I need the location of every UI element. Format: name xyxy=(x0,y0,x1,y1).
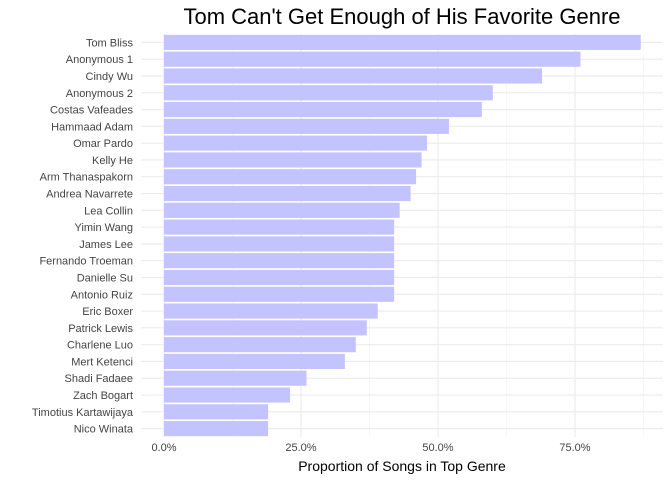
category-label: Costas Vafeades xyxy=(50,105,133,117)
category-label: Shadi Fadaee xyxy=(65,373,134,385)
category-label: James Lee xyxy=(79,239,133,251)
bar xyxy=(164,51,581,67)
bar xyxy=(164,303,378,319)
bar xyxy=(164,169,417,185)
category-label: Antonio Ruiz xyxy=(71,289,133,301)
bar xyxy=(164,34,641,50)
bar xyxy=(164,320,367,336)
category-labels: Tom Bliss Anonymous 1 Cindy Wu Anonymous 2 C… xyxy=(32,37,134,435)
bar xyxy=(164,152,422,168)
category-label: Zach Bogart xyxy=(73,390,133,402)
category-label: Eric Boxer xyxy=(82,306,133,318)
bar xyxy=(164,118,449,134)
bar xyxy=(164,404,269,420)
x-axis-title: Proportion of Songs in Top Genre xyxy=(298,458,506,474)
bars xyxy=(164,34,641,437)
bar xyxy=(164,202,400,218)
x-tick-label: 75.0% xyxy=(559,442,590,454)
category-label: Tom Bliss xyxy=(86,37,134,49)
category-label: Hammaad Adam xyxy=(51,121,133,133)
bar xyxy=(164,370,307,386)
category-label: Andrea Navarrete xyxy=(46,189,133,201)
category-label: Arm Thanaspakorn xyxy=(40,172,133,184)
category-label: Kelly He xyxy=(92,155,133,167)
category-label: Timotius Kartawijaya xyxy=(32,407,134,419)
x-tick-label: 0.0% xyxy=(151,442,176,454)
x-tick-label: 25.0% xyxy=(285,442,316,454)
bar xyxy=(164,102,482,118)
category-label: Mert Ketenci xyxy=(71,356,133,368)
bar xyxy=(164,253,395,269)
category-label: Charlene Luo xyxy=(67,340,133,352)
category-label: Anonymous 1 xyxy=(66,54,133,66)
category-label: Yimin Wang xyxy=(75,222,133,234)
bar xyxy=(164,286,395,302)
bar xyxy=(164,353,345,369)
category-label: Patrick Lewis xyxy=(68,323,133,335)
x-tick-label: 50.0% xyxy=(422,442,453,454)
bar xyxy=(164,269,395,286)
bar xyxy=(164,236,395,252)
category-label: Omar Pardo xyxy=(73,138,133,150)
bar xyxy=(164,68,543,84)
bar xyxy=(164,421,269,437)
category-label: Fernando Troeman xyxy=(39,256,133,268)
category-label: Nico Winata xyxy=(74,424,134,436)
category-label: Danielle Su xyxy=(77,272,133,284)
bar xyxy=(164,85,493,101)
x-tick-labels: 0.0% 25.0% 50.0% 75.0% xyxy=(151,442,590,454)
category-label: Lea Collin xyxy=(84,205,133,217)
chart-title: Tom Can't Get Enough of His Favorite Gen… xyxy=(183,4,620,29)
bar xyxy=(164,219,395,235)
category-label: Cindy Wu xyxy=(86,71,133,83)
bar xyxy=(164,337,356,353)
bar xyxy=(164,387,291,403)
bar xyxy=(164,185,411,202)
category-label: Anonymous 2 xyxy=(66,88,133,100)
bar xyxy=(164,135,428,151)
